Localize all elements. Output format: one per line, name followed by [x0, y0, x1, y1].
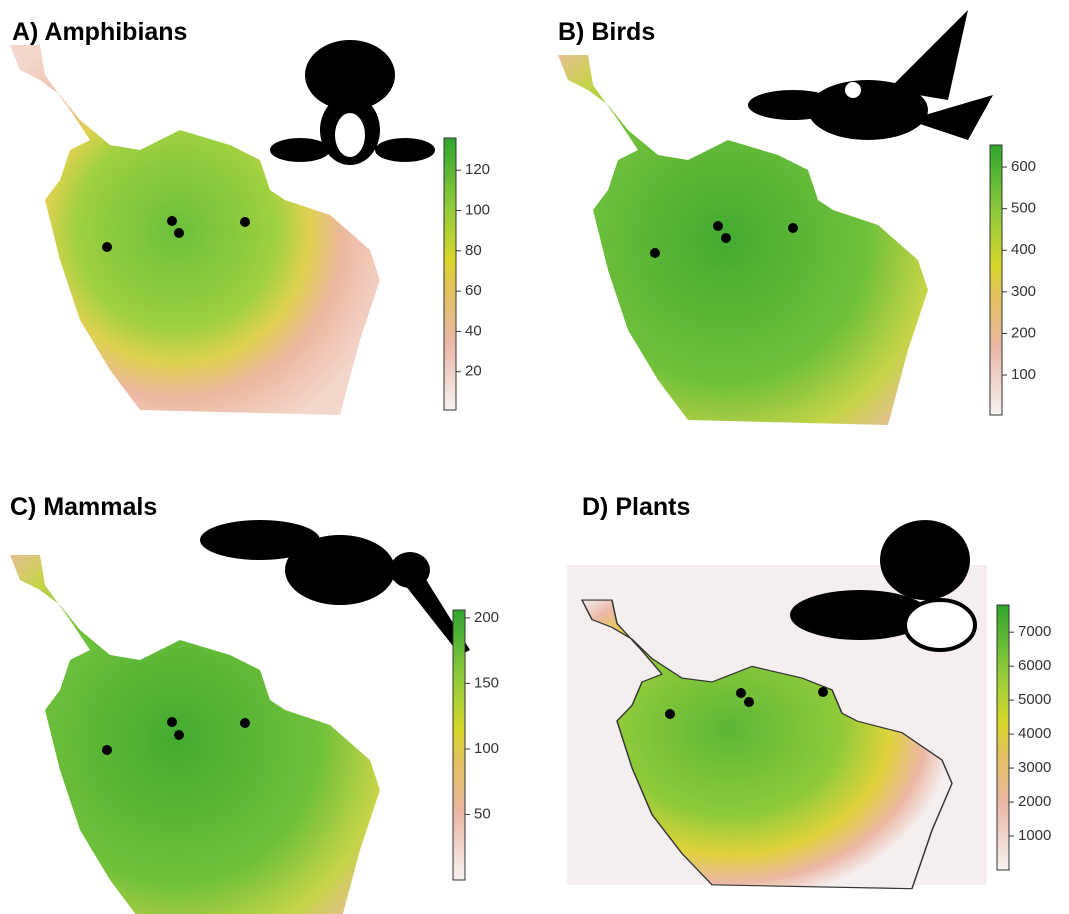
- colorbar: [453, 610, 465, 880]
- colorbar-tick-label: 500: [1011, 200, 1036, 217]
- figure: A) Amphibians 20 40 60 80 100 120 B) Birds 100 20…: [0, 0, 1069, 914]
- panel-title: A) Amphibians: [12, 18, 187, 46]
- colorbar: [990, 145, 1002, 415]
- colorbar: [997, 605, 1009, 870]
- colorbar-tick-label: 7000: [1018, 623, 1051, 640]
- colorbar-tick-label: 20: [465, 363, 482, 380]
- panel-b-map: [558, 10, 993, 425]
- colorbar-tick-label: 300: [1011, 283, 1036, 300]
- colorbar-tick-label: 200: [474, 609, 499, 626]
- colorbar-tick-label: 40: [465, 322, 482, 339]
- colorbar-tick-label: 150: [474, 674, 499, 691]
- panel-c-map: [10, 520, 470, 914]
- colorbar-tick-label: 3000: [1018, 759, 1051, 776]
- panel-title: D) Plants: [582, 493, 690, 521]
- colorbar-tick-label: 80: [465, 242, 482, 259]
- colorbar-tick-label: 6000: [1018, 657, 1051, 674]
- colorbar-tick-label: 2000: [1018, 793, 1051, 810]
- colorbar-tick-label: 200: [1011, 324, 1036, 341]
- colorbar-tick-label: 100: [474, 740, 499, 757]
- colorbar-tick-label: 100: [465, 202, 490, 219]
- colorbar-tick-label: 100: [1011, 366, 1036, 383]
- colorbar: [444, 138, 456, 410]
- colorbar-tick-label: 4000: [1018, 725, 1051, 742]
- colorbar-tick-label: 600: [1011, 158, 1036, 175]
- panel-title: C) Mammals: [10, 493, 157, 521]
- colorbar-tick-label: 50: [474, 805, 491, 822]
- colorbar-tick-label: 5000: [1018, 691, 1051, 708]
- colorbar-tick-label: 120: [465, 161, 490, 178]
- frog-icon: [270, 40, 435, 165]
- toucan-icon: [748, 10, 993, 140]
- colorbar-tick-label: 400: [1011, 241, 1036, 258]
- panel-a-map: [10, 40, 435, 415]
- panel-title: B) Birds: [558, 18, 655, 46]
- anteater-icon: [200, 520, 470, 655]
- colorbar-tick-label: 60: [465, 282, 482, 299]
- colorbar-tick-label: 1000: [1018, 827, 1051, 844]
